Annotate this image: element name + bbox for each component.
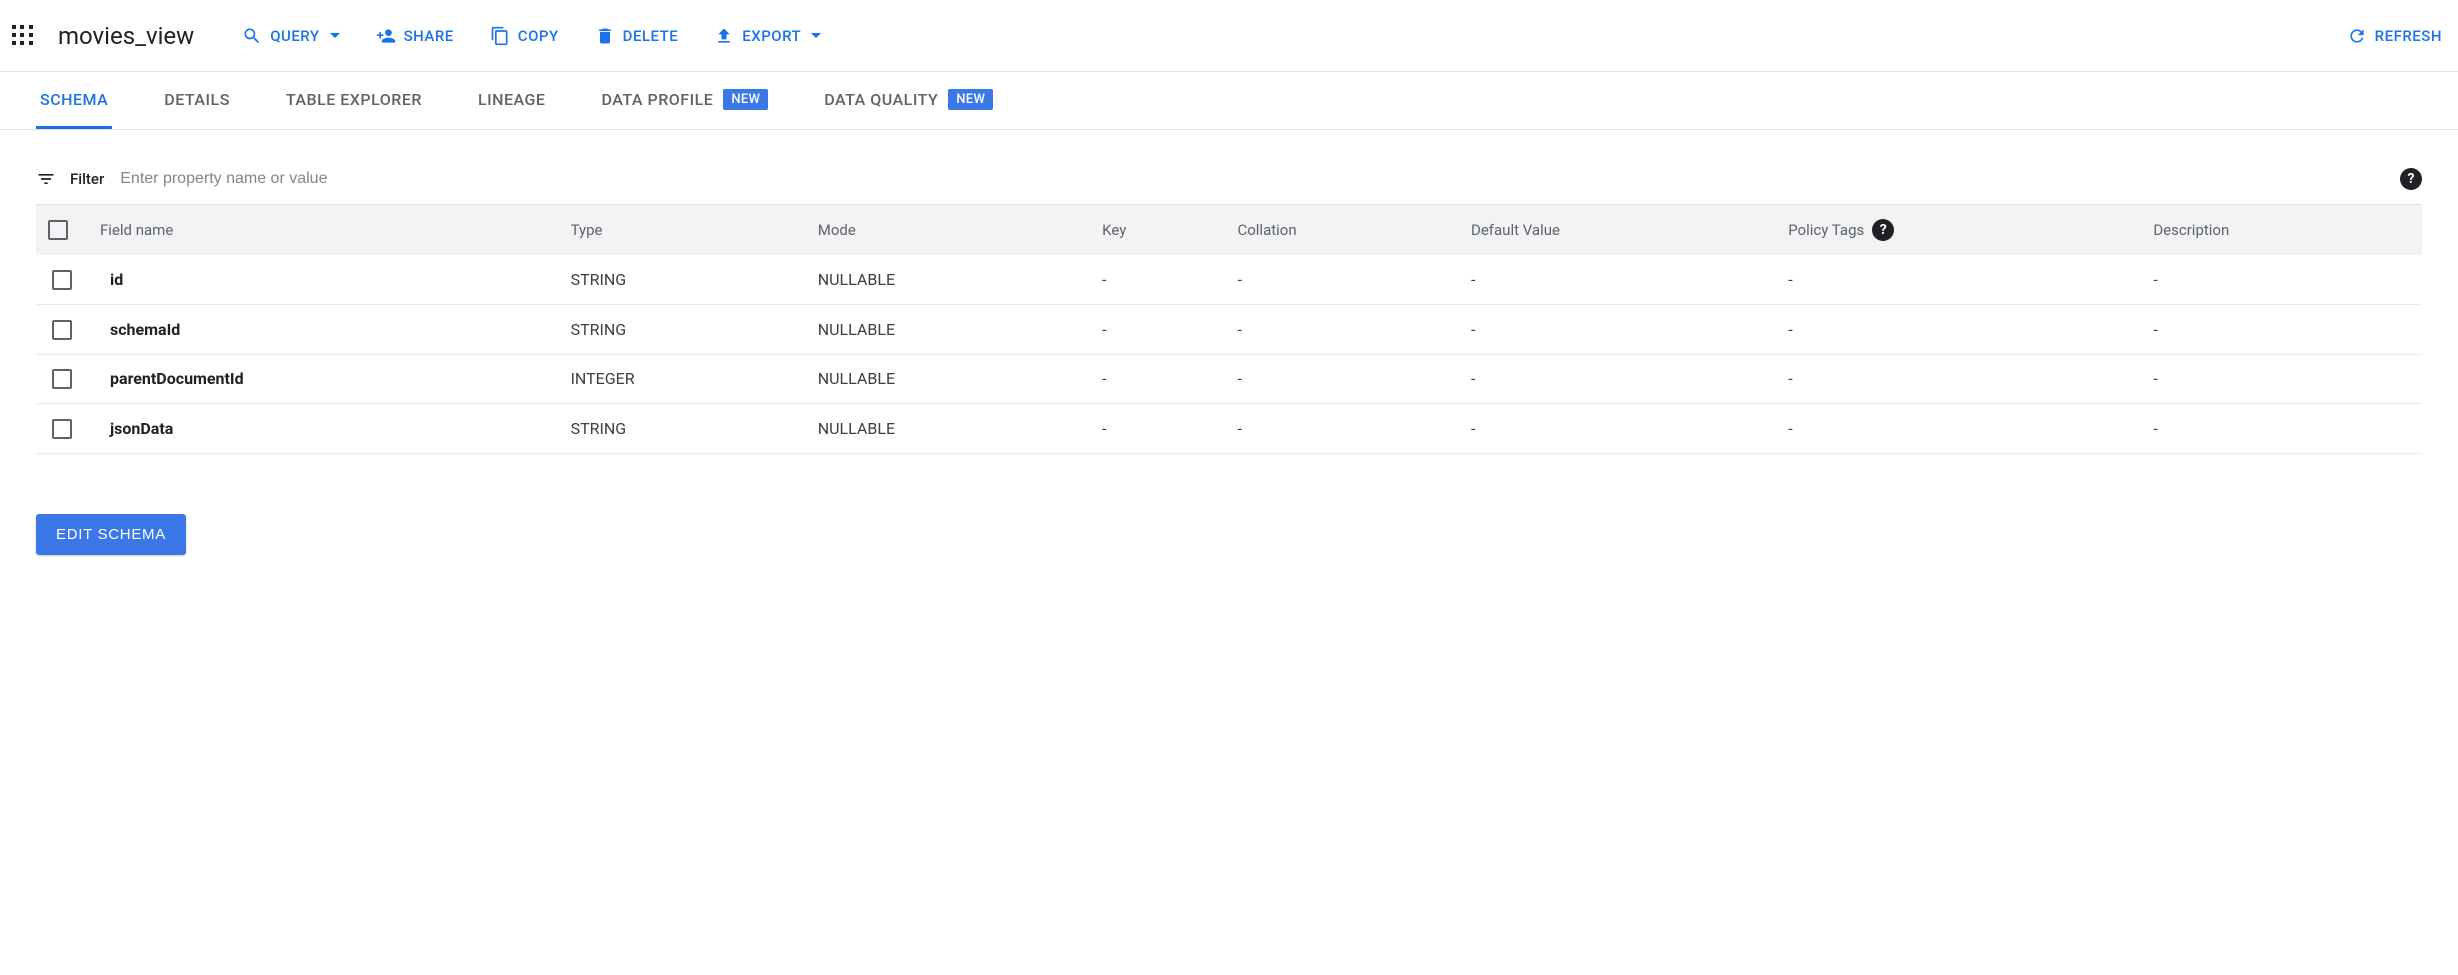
tab-lineage-label: LINEAGE — [478, 90, 546, 109]
filter-icon — [36, 169, 56, 189]
cell-type: STRING — [559, 404, 806, 454]
help-icon[interactable]: ? — [1872, 219, 1894, 241]
cell-key: - — [1090, 304, 1225, 354]
col-collation: Collation — [1225, 205, 1459, 255]
table-grid-icon[interactable] — [12, 25, 34, 47]
new-badge: NEW — [723, 89, 768, 110]
filter-input[interactable] — [118, 169, 2386, 189]
schema-table: Field name Type Mode Key Collation Defau… — [36, 205, 2422, 454]
chevron-down-icon — [330, 33, 340, 38]
row-checkbox[interactable] — [52, 270, 72, 290]
col-field-name: Field name — [88, 205, 559, 255]
cell-policy-tags: - — [1776, 354, 2141, 404]
chevron-down-icon — [811, 33, 821, 38]
cell-key: - — [1090, 255, 1225, 304]
cell-description: - — [2141, 354, 2422, 404]
tab-lineage[interactable]: LINEAGE — [474, 72, 550, 129]
row-checkbox[interactable] — [52, 320, 72, 340]
person-add-icon — [376, 26, 396, 46]
cell-policy-tags: - — [1776, 304, 2141, 354]
tab-data-profile-label: DATA PROFILE — [601, 90, 713, 109]
col-mode: Mode — [806, 205, 1090, 255]
share-button[interactable]: SHARE — [376, 26, 454, 46]
help-icon[interactable]: ? — [2400, 168, 2422, 190]
edit-schema-button[interactable]: EDIT SCHEMA — [36, 514, 186, 555]
tab-data-quality-label: DATA QUALITY — [824, 90, 938, 109]
page-title: movies_view — [58, 22, 194, 50]
row-checkbox[interactable] — [52, 369, 72, 389]
tab-data-profile[interactable]: DATA PROFILE NEW — [597, 72, 772, 129]
share-label: SHARE — [404, 27, 454, 45]
filter-label: Filter — [70, 170, 104, 188]
refresh-icon — [2347, 26, 2367, 46]
tab-bar: SCHEMA DETAILS TABLE EXPLORER LINEAGE DA… — [0, 72, 2458, 130]
cell-mode: NULLABLE — [806, 354, 1090, 404]
col-type: Type — [559, 205, 806, 255]
cell-field-name: id — [88, 255, 559, 304]
tab-schema-label: SCHEMA — [40, 90, 108, 109]
tab-details-label: DETAILS — [164, 90, 230, 109]
cell-key: - — [1090, 354, 1225, 404]
refresh-button[interactable]: REFRESH — [2347, 26, 2442, 46]
table-row: idSTRINGNULLABLE----- — [36, 255, 2422, 304]
cell-default-value: - — [1459, 255, 1776, 304]
refresh-label: REFRESH — [2375, 27, 2442, 45]
col-key: Key — [1090, 205, 1225, 255]
tab-table-explorer-label: TABLE EXPLORER — [286, 90, 422, 109]
copy-label: COPY — [518, 27, 559, 45]
cell-default-value: - — [1459, 304, 1776, 354]
cell-field-name: schemaId — [88, 304, 559, 354]
cell-type: INTEGER — [559, 354, 806, 404]
row-checkbox[interactable] — [52, 419, 72, 439]
cell-description: - — [2141, 404, 2422, 454]
cell-description: - — [2141, 255, 2422, 304]
query-button[interactable]: QUERY — [242, 26, 339, 46]
toolbar: movies_view QUERY SHARE COPY DELETE EXPO… — [0, 0, 2458, 72]
cell-collation: - — [1225, 354, 1459, 404]
query-label: QUERY — [270, 27, 319, 45]
cell-default-value: - — [1459, 354, 1776, 404]
col-policy-tags-label: Policy Tags — [1788, 221, 1864, 239]
cell-key: - — [1090, 404, 1225, 454]
cell-type: STRING — [559, 255, 806, 304]
cell-mode: NULLABLE — [806, 404, 1090, 454]
search-icon — [242, 26, 262, 46]
export-button[interactable]: EXPORT — [714, 26, 821, 46]
cell-field-name: parentDocumentId — [88, 354, 559, 404]
cell-collation: - — [1225, 404, 1459, 454]
table-header-row: Field name Type Mode Key Collation Defau… — [36, 205, 2422, 255]
tab-schema[interactable]: SCHEMA — [36, 72, 112, 129]
cell-type: STRING — [559, 304, 806, 354]
select-all-checkbox[interactable] — [48, 220, 68, 240]
trash-icon — [595, 26, 615, 46]
table-row: schemaIdSTRINGNULLABLE----- — [36, 304, 2422, 354]
cell-collation: - — [1225, 304, 1459, 354]
schema-content: Filter ? Field name Type Mode Key Collat… — [0, 130, 2458, 579]
copy-button[interactable]: COPY — [490, 26, 559, 46]
tab-data-quality[interactable]: DATA QUALITY NEW — [820, 72, 997, 129]
tab-table-explorer[interactable]: TABLE EXPLORER — [282, 72, 426, 129]
col-policy-tags: Policy Tags ? — [1776, 205, 2141, 255]
delete-button[interactable]: DELETE — [595, 26, 679, 46]
new-badge: NEW — [948, 89, 993, 110]
col-default-value: Default Value — [1459, 205, 1776, 255]
cell-description: - — [2141, 304, 2422, 354]
cell-policy-tags: - — [1776, 255, 2141, 304]
export-label: EXPORT — [742, 27, 801, 45]
table-row: parentDocumentIdINTEGERNULLABLE----- — [36, 354, 2422, 404]
cell-collation: - — [1225, 255, 1459, 304]
upload-icon — [714, 26, 734, 46]
tab-details[interactable]: DETAILS — [160, 72, 234, 129]
toolbar-actions: QUERY SHARE COPY DELETE EXPORT REFRESH — [242, 26, 2442, 46]
cell-policy-tags: - — [1776, 404, 2141, 454]
delete-label: DELETE — [623, 27, 679, 45]
col-description: Description — [2141, 205, 2422, 255]
cell-field-name: jsonData — [88, 404, 559, 454]
filter-row: Filter ? — [36, 154, 2422, 205]
cell-mode: NULLABLE — [806, 304, 1090, 354]
copy-icon — [490, 26, 510, 46]
table-row: jsonDataSTRINGNULLABLE----- — [36, 404, 2422, 454]
cell-mode: NULLABLE — [806, 255, 1090, 304]
cell-default-value: - — [1459, 404, 1776, 454]
